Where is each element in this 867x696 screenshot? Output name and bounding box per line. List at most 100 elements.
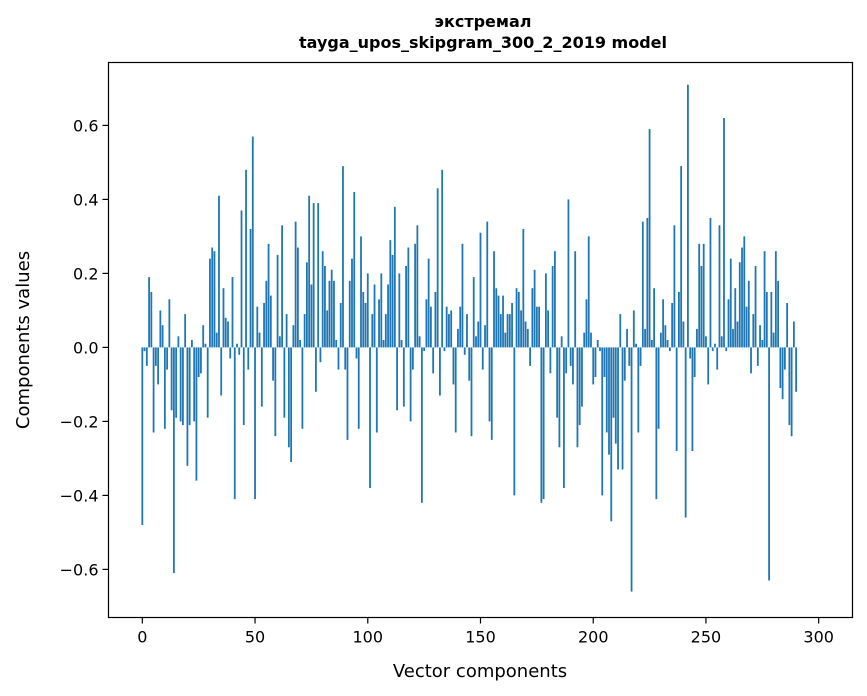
bar-97 (360, 236, 362, 348)
y-axis-label: Components values (13, 251, 34, 429)
bar-157 (495, 288, 498, 348)
bar-140 (457, 328, 459, 348)
bar-132 (439, 347, 441, 396)
bar-232 (664, 325, 667, 348)
bar-37 (224, 317, 227, 348)
bar-282 (777, 280, 779, 348)
bar-67 (292, 325, 295, 348)
bar-45 (242, 347, 245, 426)
bar-173 (531, 288, 534, 348)
bar-166 (515, 288, 518, 348)
bar-229 (657, 347, 660, 429)
bar-147 (472, 277, 475, 348)
bar-274 (759, 325, 761, 348)
bar-119 (409, 347, 412, 422)
bar-89 (342, 166, 344, 348)
bar-236 (673, 225, 676, 348)
bar-49 (251, 136, 254, 348)
bar-209 (612, 347, 615, 418)
bar-250 (705, 336, 707, 348)
bar-164 (511, 303, 513, 348)
bar-231 (662, 299, 665, 348)
bar-135 (445, 306, 448, 348)
bar-136 (448, 314, 450, 348)
bar-28 (204, 343, 207, 348)
bar-29 (206, 347, 209, 418)
bar-269 (747, 280, 750, 348)
bar-6 (154, 347, 157, 366)
bar-193 (576, 347, 579, 448)
bar-264 (736, 321, 739, 348)
bar-270 (750, 347, 752, 374)
bar-226 (650, 340, 653, 348)
bar-213 (621, 347, 624, 470)
bar-218 (632, 310, 635, 348)
bar-68 (294, 221, 297, 348)
x-tick-label: 150 (465, 628, 496, 647)
bar-214 (623, 347, 626, 381)
bar-156 (493, 251, 495, 348)
bar-85 (333, 280, 335, 348)
bar-87 (337, 347, 340, 370)
bar-53 (260, 347, 263, 407)
bar-78 (317, 203, 320, 348)
bar-191 (572, 347, 574, 385)
bar-225 (648, 129, 651, 348)
bar-251 (707, 347, 710, 385)
bar-207 (608, 347, 610, 455)
bar-100 (366, 273, 369, 348)
bar-75 (310, 284, 313, 348)
bar-80 (321, 251, 324, 348)
bar-26 (200, 347, 202, 374)
bar-121 (414, 243, 417, 348)
bar-47 (247, 347, 250, 370)
bar-243 (689, 347, 692, 359)
bar-77 (315, 347, 317, 392)
bar-180 (547, 310, 550, 348)
bar-228 (655, 347, 658, 500)
y-axis-ticks: −0.6 −0.4 −0.2 0.0 0.2 0.4 0.6 (60, 116, 109, 579)
bar-235 (671, 303, 674, 348)
bar-242 (687, 84, 689, 348)
bar-237 (675, 347, 678, 451)
bar-192 (574, 251, 577, 348)
bar-130 (434, 291, 437, 348)
bar-255 (716, 347, 719, 370)
bar-86 (335, 340, 338, 348)
bar-9 (161, 325, 164, 348)
bar-94 (353, 192, 356, 348)
bar-290 (795, 347, 798, 392)
bar-14 (172, 347, 175, 574)
bar-113 (396, 347, 398, 411)
bar-252 (709, 217, 712, 348)
bar-146 (470, 347, 473, 437)
bar-19 (184, 314, 187, 348)
bar-0 (141, 347, 144, 525)
bar-249 (702, 243, 705, 348)
bar-152 (484, 325, 486, 348)
bar-95 (355, 347, 358, 359)
y-tick-label: 0.2 (73, 264, 98, 283)
bar-58 (272, 347, 274, 381)
bar-103 (373, 284, 376, 348)
bar-1 (143, 347, 146, 352)
bar-82 (326, 310, 329, 348)
bar-195 (581, 347, 583, 407)
bar-2 (145, 347, 148, 366)
bar-8 (159, 310, 162, 348)
x-axis-ticks: 0 50 100 150 200 250 300 (137, 617, 834, 647)
y-tick-label: −0.6 (60, 560, 99, 579)
bar-114 (398, 273, 401, 348)
bar-83 (328, 280, 331, 348)
bar-33 (215, 332, 218, 348)
bar-44 (240, 210, 243, 348)
bar-96 (357, 347, 360, 429)
bar-204 (601, 347, 604, 496)
bar-230 (659, 332, 662, 348)
x-tick-label: 200 (578, 628, 609, 647)
bar-22 (191, 340, 193, 348)
bar-112 (393, 206, 396, 348)
bar-143 (463, 347, 466, 355)
bar-233 (666, 340, 669, 348)
x-tick-label: 50 (245, 628, 265, 647)
